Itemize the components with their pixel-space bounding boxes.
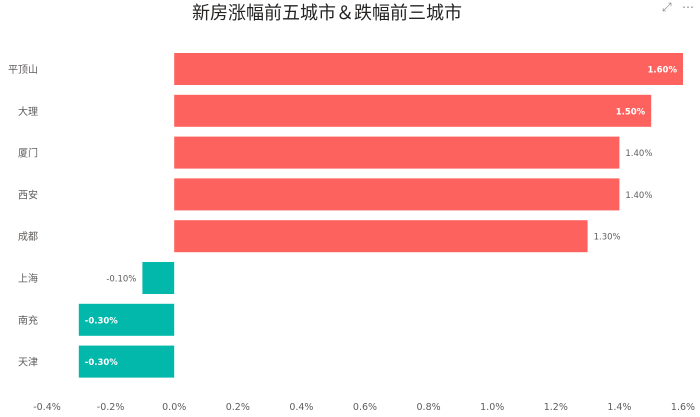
data-label: -0.30% — [85, 316, 118, 326]
category-label: 平顶山 — [8, 64, 38, 76]
data-label: 1.40% — [625, 149, 652, 159]
x-tick-label: -0.2% — [97, 402, 125, 413]
bar — [142, 262, 175, 294]
bar — [174, 178, 620, 211]
bar — [174, 136, 620, 169]
focus-mode-icon[interactable]: ⤢ — [662, 0, 672, 14]
data-label: 1.40% — [625, 191, 652, 201]
x-tick-label: 0.6% — [353, 402, 377, 413]
x-tick-label: 1.6% — [671, 402, 695, 413]
x-tick-label: 0.0% — [162, 402, 186, 413]
more-options-icon[interactable]: ⋯ — [682, 0, 694, 14]
category-label: 南充 — [18, 314, 38, 327]
category-label: 大理 — [18, 105, 38, 118]
chart-title: 新房涨幅前五城市＆跌幅前三城市 — [192, 3, 462, 24]
bar — [78, 303, 175, 336]
x-tick-label: 0.8% — [417, 402, 441, 413]
bar — [174, 94, 652, 127]
data-label: -0.10% — [106, 275, 136, 285]
x-tick-label: 1.4% — [607, 402, 631, 413]
x-tick-label: 0.2% — [226, 402, 250, 413]
x-tick-label: -0.4% — [33, 402, 61, 413]
category-label: 上海 — [18, 272, 38, 285]
x-tick-label: 1.2% — [544, 402, 568, 413]
x-tick-label: 0.4% — [289, 402, 313, 413]
category-label: 天津 — [18, 357, 38, 369]
category-label: 成都 — [18, 231, 38, 243]
bar — [174, 53, 683, 85]
category-label: 西安 — [18, 188, 38, 201]
data-label: 1.50% — [616, 107, 646, 117]
data-label: -0.30% — [85, 358, 118, 368]
bar — [78, 345, 175, 378]
x-tick-label: 1.0% — [480, 402, 504, 413]
data-label: 1.30% — [594, 233, 621, 243]
data-label: 1.60% — [648, 66, 678, 76]
bar — [174, 220, 588, 253]
category-label: 厦门 — [18, 147, 38, 160]
plot-area: 平顶山 1.60% 大理 1.50% 厦门 1.40% 西安 1.40% 成都 1.30% 上海 -0… — [8, 53, 695, 413]
